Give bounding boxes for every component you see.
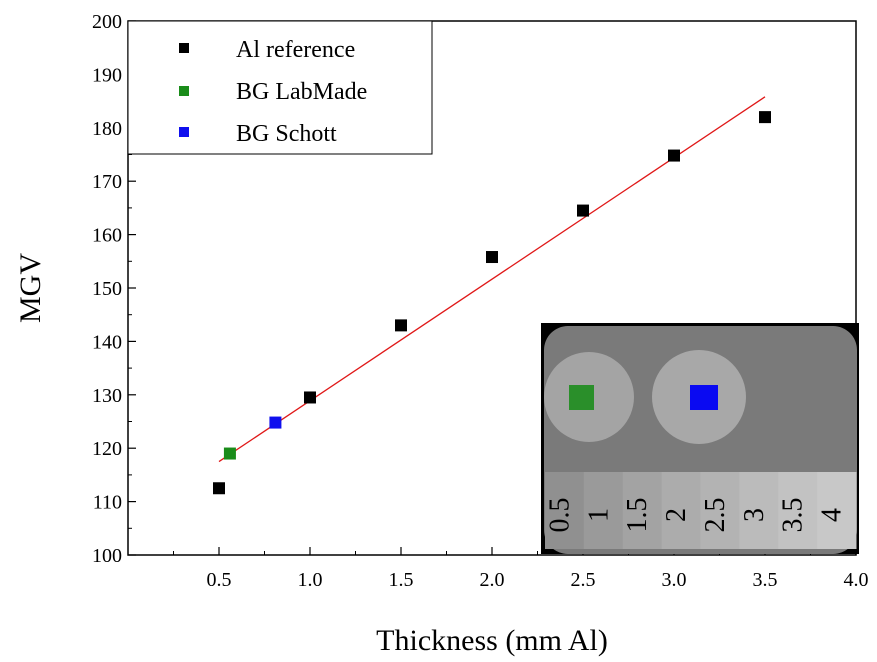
x-tick-label: 2.5 [571, 569, 596, 591]
legend: Al reference BG LabMade BG Schott [127, 20, 433, 155]
y-tick-label: 200 [92, 11, 122, 33]
data-point-al-reference [759, 111, 771, 124]
x-tick-label: 3.5 [753, 569, 778, 591]
step-label: 0.5 [544, 498, 575, 533]
data-point-al-reference [304, 391, 316, 404]
y-tick-label: 140 [92, 331, 122, 353]
y-tick-label: 130 [92, 385, 122, 407]
y-tick-label: 160 [92, 225, 122, 247]
legend-label-bg-schott: BG Schott [236, 121, 337, 147]
data-point-al-reference [395, 319, 407, 332]
legend-marker-bg-labmade [179, 86, 189, 96]
roi-labmade [569, 385, 594, 410]
data-point-bg-schott [269, 416, 282, 429]
step-label: 4 [817, 508, 848, 522]
x-tick-label: 3.0 [662, 569, 687, 591]
x-tick-label: 1.5 [389, 569, 414, 591]
x-tick-label: 2.0 [480, 569, 505, 591]
axis-ticks: 0.5 1.0 1.5 2.0 2.5 3.0 3.5 4.0 100 110 120 130 140 1… [92, 11, 869, 591]
step-block [739, 472, 779, 549]
y-tick-label: 120 [92, 438, 122, 460]
step-block [661, 472, 701, 549]
y-tick-label: 100 [92, 545, 122, 567]
legend-box [127, 20, 433, 155]
step-block [622, 472, 663, 549]
data-point-al-reference [486, 251, 498, 264]
step-block [817, 472, 857, 549]
x-tick-label: 4.0 [844, 569, 869, 591]
legend-label-bg-labmade: BG LabMade [236, 79, 367, 105]
y-tick-label: 190 [92, 64, 122, 86]
step-wedge [545, 472, 857, 549]
legend-marker-al-reference [179, 43, 189, 53]
y-tick-label: 110 [93, 492, 122, 514]
data-markers [213, 111, 771, 495]
y-tick-label: 180 [92, 118, 122, 140]
step-label: 1.5 [622, 498, 653, 533]
x-tick-label: 1.0 [298, 569, 323, 591]
y-tick-label: 170 [92, 171, 122, 193]
inset-phantom-image: 0.5 1 1.5 2 2.5 3 3.5 4 [541, 323, 859, 554]
step-label: 3 [739, 508, 770, 522]
x-axis-title: Thickness (mm Al) [376, 624, 608, 657]
step-label: 2 [661, 508, 692, 522]
step-block [778, 472, 818, 549]
step-block [700, 472, 740, 549]
legend-marker-bg-schott [179, 127, 189, 137]
legend-label-al-reference: Al reference [236, 37, 355, 63]
data-point-al-reference [213, 482, 225, 495]
roi-schott [690, 385, 718, 410]
step-block [583, 472, 624, 549]
data-point-al-reference [577, 204, 589, 217]
step-labels: 0.5 1 1.5 2 2.5 3 3.5 4 [544, 498, 847, 533]
step-block [545, 472, 585, 549]
step-label: 1 [583, 508, 614, 522]
y-axis-title: MGV [14, 253, 47, 323]
data-point-bg-labmade [223, 447, 236, 460]
data-point-al-reference [668, 149, 680, 162]
step-label: 3.5 [778, 498, 809, 533]
step-label: 2.5 [700, 498, 731, 533]
x-tick-label: 0.5 [207, 569, 232, 591]
y-tick-label: 150 [92, 278, 122, 300]
